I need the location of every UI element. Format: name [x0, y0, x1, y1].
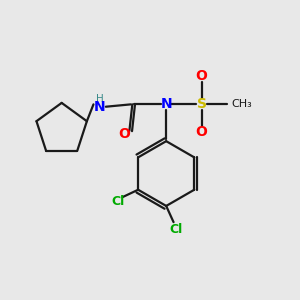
Text: O: O [196, 125, 208, 139]
Text: Cl: Cl [170, 223, 183, 236]
Text: N: N [160, 98, 172, 111]
Text: O: O [196, 69, 208, 83]
Text: H: H [96, 94, 104, 104]
Text: Cl: Cl [111, 195, 124, 208]
Text: N: N [94, 100, 106, 114]
Text: CH₃: CH₃ [231, 99, 252, 110]
Text: S: S [196, 98, 206, 111]
Text: O: O [118, 128, 130, 141]
